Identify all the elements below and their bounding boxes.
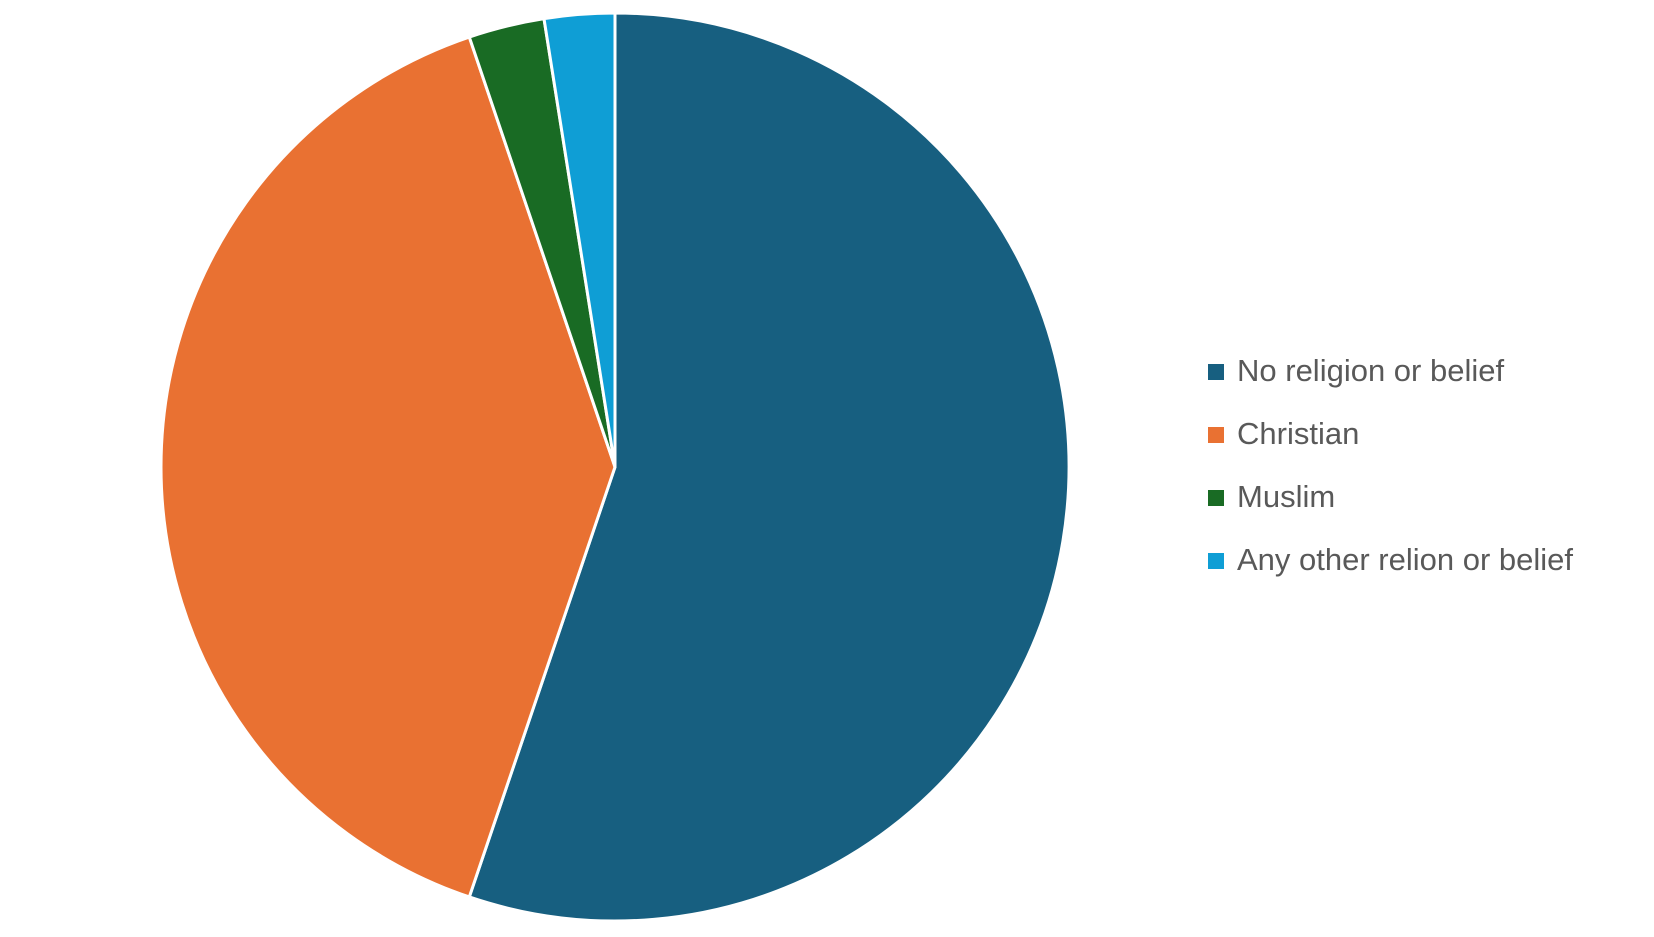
legend-swatch <box>1208 364 1224 380</box>
legend-swatch <box>1208 490 1224 506</box>
legend-swatch <box>1208 553 1224 569</box>
pie-slice <box>542 11 617 469</box>
legend-label: Muslim <box>1237 479 1335 514</box>
legend-label: No religion or belief <box>1237 353 1504 388</box>
legend-label: Any other relion or belief <box>1237 542 1573 577</box>
legend-label: Christian <box>1237 416 1359 451</box>
pie-slice <box>467 11 1071 923</box>
legend-swatch <box>1208 427 1224 443</box>
pie-slice <box>159 35 617 899</box>
